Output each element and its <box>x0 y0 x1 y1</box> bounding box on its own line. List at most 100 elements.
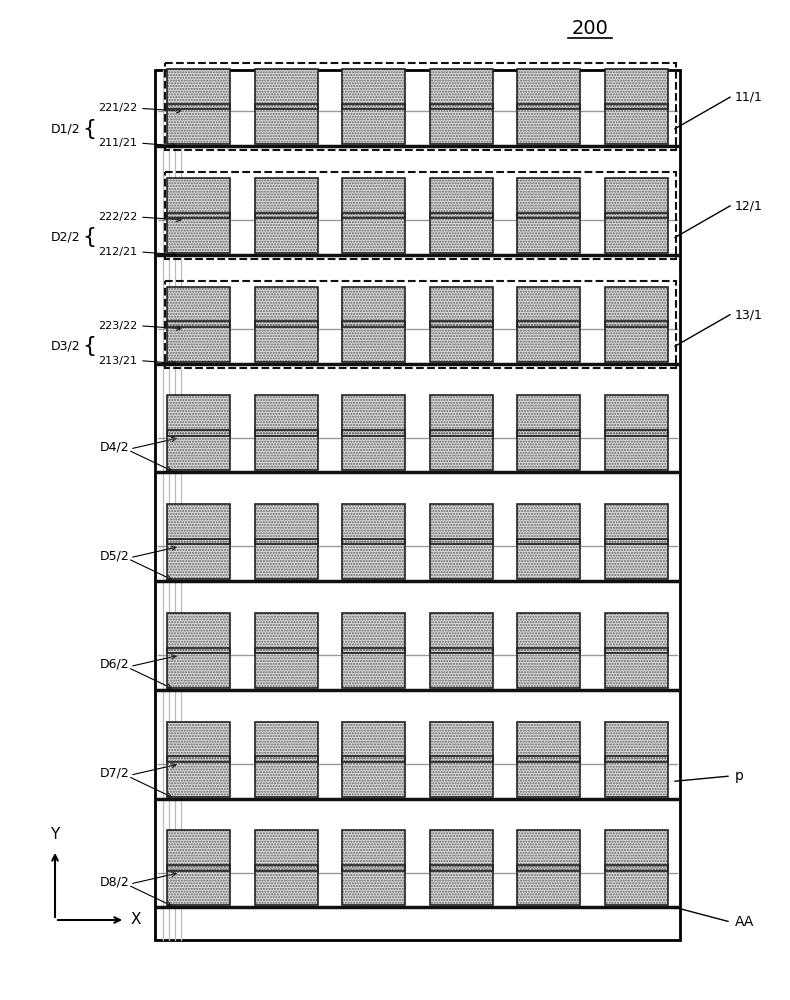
Bar <box>605 395 668 436</box>
Bar <box>517 213 580 253</box>
Text: 200: 200 <box>571 18 608 37</box>
Bar <box>167 104 230 144</box>
Bar <box>254 321 318 362</box>
Bar <box>430 395 493 436</box>
Bar <box>605 613 668 653</box>
Text: 11/1: 11/1 <box>735 91 763 104</box>
Bar <box>430 213 493 253</box>
Bar <box>605 865 668 905</box>
Bar <box>167 830 230 871</box>
Bar <box>430 722 493 762</box>
Bar <box>167 648 230 688</box>
Text: D8/2: D8/2 <box>100 875 130 888</box>
Bar <box>342 648 405 688</box>
Bar <box>430 213 493 253</box>
Bar <box>605 178 668 218</box>
Bar <box>605 395 668 436</box>
Bar <box>342 648 405 688</box>
Bar <box>517 756 580 797</box>
Bar <box>517 648 580 688</box>
Bar <box>254 178 318 218</box>
Text: {: { <box>82 227 96 247</box>
Text: D7/2: D7/2 <box>100 767 130 780</box>
Text: 213/21: 213/21 <box>98 356 137 366</box>
Bar <box>167 430 230 470</box>
Bar <box>517 648 580 688</box>
Bar <box>167 613 230 653</box>
Bar <box>430 756 493 797</box>
Bar <box>342 430 405 470</box>
Bar <box>342 865 405 905</box>
Bar <box>605 865 668 905</box>
Bar <box>517 722 580 762</box>
Bar <box>167 756 230 797</box>
Bar <box>167 287 230 327</box>
Bar <box>342 865 405 905</box>
Bar <box>605 104 668 144</box>
Bar <box>605 539 668 579</box>
Bar <box>254 287 318 327</box>
Bar <box>342 178 405 218</box>
Text: p: p <box>735 769 744 783</box>
Bar <box>517 213 580 253</box>
Text: D3/2: D3/2 <box>51 340 80 353</box>
Bar <box>342 613 405 653</box>
Bar <box>517 830 580 871</box>
Bar <box>254 539 318 579</box>
Bar <box>342 756 405 797</box>
Bar <box>254 395 318 436</box>
Text: 12/1: 12/1 <box>735 199 763 212</box>
Bar <box>430 104 493 144</box>
Bar <box>605 178 668 218</box>
Bar <box>167 722 230 762</box>
Bar <box>167 213 230 253</box>
Bar <box>254 865 318 905</box>
Bar <box>605 213 668 253</box>
Bar <box>254 830 318 871</box>
Bar <box>165 172 676 259</box>
Bar <box>342 69 405 109</box>
Bar <box>167 69 230 109</box>
Bar <box>605 69 668 109</box>
Bar <box>605 178 668 218</box>
Bar <box>517 756 580 797</box>
Bar <box>517 865 580 905</box>
Bar <box>167 648 230 688</box>
Bar <box>167 213 230 253</box>
Bar <box>430 865 493 905</box>
Bar <box>342 321 405 362</box>
Bar <box>167 722 230 762</box>
Bar <box>167 539 230 579</box>
Bar <box>430 648 493 688</box>
Bar <box>605 213 668 253</box>
Bar <box>517 287 580 327</box>
Bar <box>342 287 405 327</box>
Bar <box>430 613 493 653</box>
Bar <box>517 865 580 905</box>
Bar <box>342 722 405 762</box>
Bar <box>430 504 493 544</box>
Bar <box>167 504 230 544</box>
Bar <box>430 756 493 797</box>
Bar <box>605 830 668 871</box>
Bar <box>430 756 493 797</box>
Bar <box>605 539 668 579</box>
Bar <box>254 430 318 470</box>
Bar <box>430 430 493 470</box>
Bar <box>430 287 493 327</box>
Text: 13/1: 13/1 <box>735 308 763 321</box>
Bar <box>430 104 493 144</box>
Bar <box>605 613 668 653</box>
Bar <box>167 395 230 436</box>
Bar <box>342 395 405 436</box>
Bar <box>342 504 405 544</box>
Bar <box>254 430 318 470</box>
Bar <box>430 104 493 144</box>
Bar <box>517 613 580 653</box>
Bar <box>342 865 405 905</box>
Bar <box>342 213 405 253</box>
Bar <box>167 539 230 579</box>
Bar <box>167 756 230 797</box>
Bar <box>167 830 230 871</box>
Bar <box>254 178 318 218</box>
